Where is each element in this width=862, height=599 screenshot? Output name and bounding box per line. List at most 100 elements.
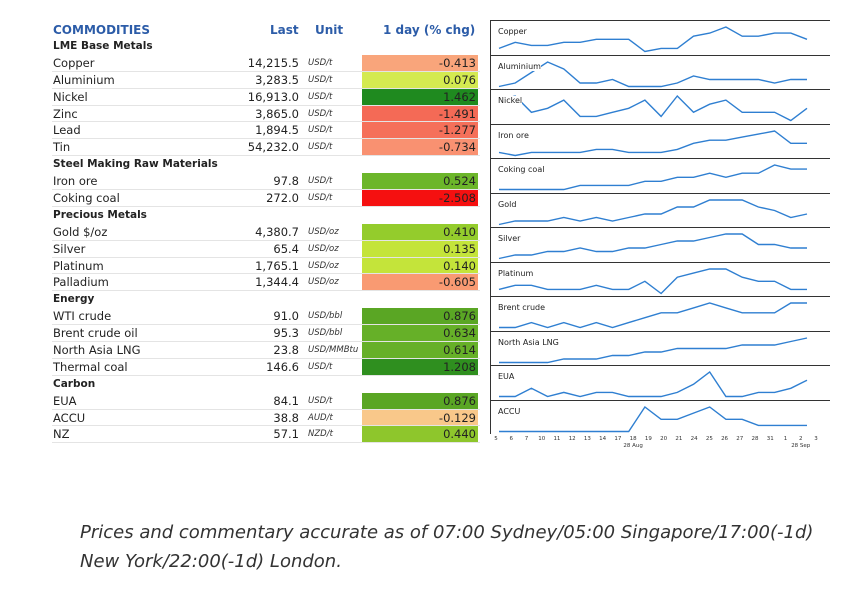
commodity-name: EUA — [53, 393, 77, 408]
commodity-name: Lead — [53, 123, 81, 138]
change-cell: -0.129 — [362, 409, 478, 426]
section-header: LME Base Metals — [52, 38, 480, 55]
table-row[interactable]: Brent crude oil 95.3 USD/bbl 0.634 — [52, 325, 480, 343]
last-column-header[interactable]: Last — [270, 23, 299, 37]
change-cell: 0.634 — [362, 325, 478, 342]
section-header: Carbon — [52, 376, 480, 393]
change-cell: 0.410 — [362, 223, 478, 240]
sparkline-label: EUA — [498, 372, 515, 381]
table-row[interactable]: Gold $/oz 4,380.7 USD/oz 0.410 — [52, 223, 480, 241]
x-tick-label: 27 — [736, 436, 744, 442]
change-cell: -1.491 — [362, 105, 478, 122]
table-header: COMMODITIES Last Unit 1 day (% chg) — [52, 20, 480, 38]
table-row[interactable]: Nickel 16,913.0 USD/t 1.462 — [52, 88, 480, 106]
x-tick-label: 26 — [721, 436, 729, 442]
table-row[interactable]: Copper 14,215.5 USD/t -0.413 — [52, 54, 480, 72]
sparkline-coking-coal: Coking coal — [490, 158, 830, 193]
footer-line-1: Prices and commentary accurate as of 07:… — [80, 522, 814, 543]
sparkline-series — [498, 26, 808, 53]
sparkline-series — [498, 94, 808, 122]
table-row[interactable]: Iron ore 97.8 USD/t 0.524 — [52, 173, 480, 191]
section-title: Precious Metals — [53, 208, 147, 221]
footer-note: Prices and commentary accurate as of 07:… — [80, 518, 820, 576]
table-row[interactable]: Coking coal 272.0 USD/t -2.508 — [52, 190, 480, 207]
commodity-name: Copper — [53, 55, 95, 70]
unit-column-header[interactable]: Unit — [315, 23, 344, 37]
table-row[interactable]: ACCU 38.8 AUD/t -0.129 — [52, 409, 480, 427]
unit-label: USD/t — [308, 395, 333, 406]
commodity-name: WTI crude — [53, 309, 112, 324]
sparkline-series — [499, 336, 808, 363]
last-price: 54,232.0 — [247, 140, 299, 155]
last-price: 3,865.0 — [255, 106, 299, 121]
x-tick-label: 13 — [583, 436, 591, 442]
commodity-name: NZ — [53, 427, 70, 442]
last-price: 4,380.7 — [255, 224, 299, 239]
table-row[interactable]: Thermal coal 146.6 USD/t 1.208 — [52, 358, 480, 376]
unit-label: USD/t — [308, 176, 333, 187]
x-tick-label: 17 — [614, 436, 622, 442]
table-row[interactable]: North Asia LNG 23.8 USD/MMBtu 0.614 — [52, 342, 480, 359]
unit-label: USD/t — [308, 74, 333, 85]
sparkline-aluminium: Aluminium — [490, 54, 830, 89]
sparkline-series — [499, 302, 807, 329]
sparkline-chart — [499, 370, 808, 398]
change-cell: -0.413 — [362, 54, 478, 71]
table-row[interactable]: Lead 1,894.5 USD/t -1.277 — [52, 122, 480, 140]
change-cell: 0.876 — [362, 308, 478, 325]
footer-line-2: New York/22:00(-1d) London. — [80, 551, 342, 572]
table-row[interactable]: WTI crude 91.0 USD/bbl 0.876 — [52, 308, 480, 326]
x-tick-label: 31 — [766, 436, 774, 442]
last-price: 95.3 — [273, 326, 299, 341]
table-row[interactable]: Platinum 1,765.1 USD/oz 0.140 — [52, 257, 480, 275]
last-price: 3,283.5 — [255, 72, 299, 87]
table-row[interactable]: Palladium 1,344.4 USD/oz -0.605 — [52, 274, 480, 292]
section-title: Steel Making Raw Materials — [53, 158, 218, 171]
commodity-name: Gold $/oz — [53, 224, 108, 239]
sparkline-panel: Copper Aluminium Nickel Iron ore Coking coal… — [490, 20, 830, 460]
table-row[interactable]: Tin 54,232.0 USD/t -0.734 — [52, 139, 480, 157]
x-tick-label: 18 — [629, 436, 637, 442]
last-price: 38.8 — [273, 410, 299, 425]
section-title: Carbon — [53, 377, 96, 390]
x-tick-label: 2 — [799, 436, 803, 442]
unit-label: USD/oz — [308, 260, 339, 271]
last-price: 65.4 — [273, 241, 299, 256]
commodity-name: Platinum — [53, 258, 104, 273]
x-month-label: 28 Sep — [791, 443, 811, 449]
sparkline-copper: Copper — [490, 20, 830, 55]
x-tick-label: 28 — [751, 436, 759, 442]
table-row[interactable]: NZ 57.1 NZD/t 0.440 — [52, 426, 480, 444]
commodity-name: Silver — [53, 241, 86, 256]
sparkline-series — [498, 129, 807, 156]
sparkline-chart — [498, 94, 808, 122]
commodity-name: ACCU — [53, 410, 86, 425]
change-column-header[interactable]: 1 day (% chg) — [383, 23, 476, 37]
sparkline-eua: EUA — [490, 365, 830, 400]
x-tick-label: 21 — [675, 436, 683, 442]
section-header: Steel Making Raw Materials — [52, 156, 480, 173]
sparkline-label: Nickel — [498, 96, 523, 105]
unit-label: USD/t — [308, 108, 333, 119]
x-tick-label: 20 — [660, 436, 668, 442]
sparkline-label: Gold — [498, 199, 517, 209]
table-row[interactable]: Zinc 3,865.0 USD/t -1.491 — [52, 105, 480, 123]
sparkline-label: Platinum — [498, 268, 534, 278]
change-cell: -1.277 — [362, 122, 478, 139]
section-header: Energy — [52, 291, 480, 308]
last-price: 1,765.1 — [255, 258, 299, 273]
sparkline-accu: ACCU — [490, 399, 830, 434]
table-row[interactable]: Aluminium 3,283.5 USD/t 0.076 — [52, 71, 480, 89]
x-tick-label: 7 — [524, 436, 529, 442]
commodity-name: Aluminium — [53, 72, 115, 87]
sparkline-silver: Silver — [490, 227, 830, 262]
table-row[interactable]: Silver 65.4 USD/oz 0.135 — [52, 240, 480, 258]
change-cell: -0.734 — [362, 139, 478, 156]
change-cell: 0.440 — [362, 426, 478, 443]
commodity-name: Iron ore — [53, 174, 98, 189]
change-cell: 0.614 — [362, 342, 478, 358]
sparkline-label: Brent crude — [498, 303, 546, 312]
table-row[interactable]: EUA 84.1 USD/t 0.876 — [52, 392, 480, 410]
sparkline-label: Iron ore — [498, 130, 529, 140]
x-tick-label: 12 — [568, 436, 576, 442]
